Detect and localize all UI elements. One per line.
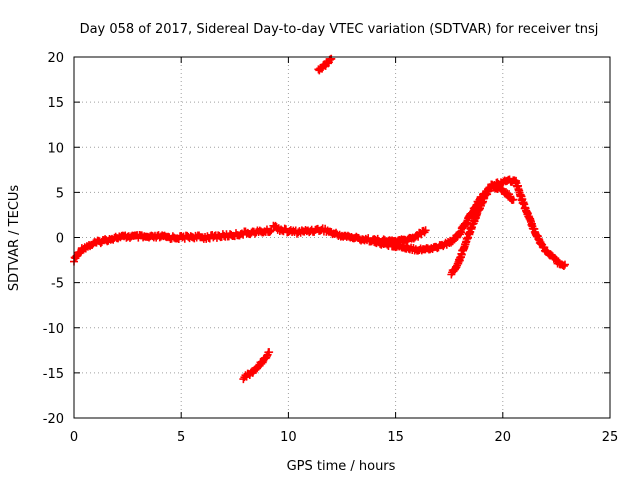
axis-ticks: 0 5 10 15 20 25 -20 -15 -10 -5 0 5 10 15 20 <box>43 51 619 445</box>
data-point <box>265 348 274 357</box>
y-axis-label: SDTVAR / TECUs <box>7 185 22 292</box>
data-series <box>70 225 276 266</box>
y-tick-label: 5 <box>56 186 64 201</box>
plot-frame <box>73 56 611 419</box>
x-tick-label: 0 <box>70 430 78 445</box>
x-axis-label: GPS time / hours <box>287 459 396 474</box>
x-tick-label: 25 <box>602 430 619 445</box>
data-point <box>559 262 568 271</box>
y-tick-label: -15 <box>43 367 64 382</box>
data-points <box>70 54 569 384</box>
data-point <box>266 227 275 236</box>
y-tick-label: 15 <box>47 96 64 111</box>
data-series <box>370 180 518 255</box>
x-tick-label: 5 <box>177 430 185 445</box>
x-tick-label: 15 <box>387 430 404 445</box>
data-series <box>314 54 336 75</box>
data-series <box>269 221 336 238</box>
x-tick-label: 20 <box>495 430 512 445</box>
y-tick-label: -5 <box>51 277 64 292</box>
data-point <box>560 260 569 269</box>
x-tick-label: 10 <box>280 430 297 445</box>
data-point <box>421 226 430 235</box>
y-tick-label: -20 <box>43 412 64 427</box>
chart-title: Day 058 of 2017, Sidereal Day-to-day VTE… <box>80 22 599 37</box>
data-point <box>509 195 518 204</box>
y-tick-label: 10 <box>47 141 64 156</box>
y-tick-label: -10 <box>43 322 64 337</box>
data-series <box>327 226 430 247</box>
y-tick-label: 20 <box>47 51 64 66</box>
data-series <box>239 348 274 384</box>
data-series <box>447 175 569 279</box>
y-tick-label: 0 <box>56 232 64 247</box>
data-point <box>327 54 336 63</box>
data-point <box>505 190 514 199</box>
